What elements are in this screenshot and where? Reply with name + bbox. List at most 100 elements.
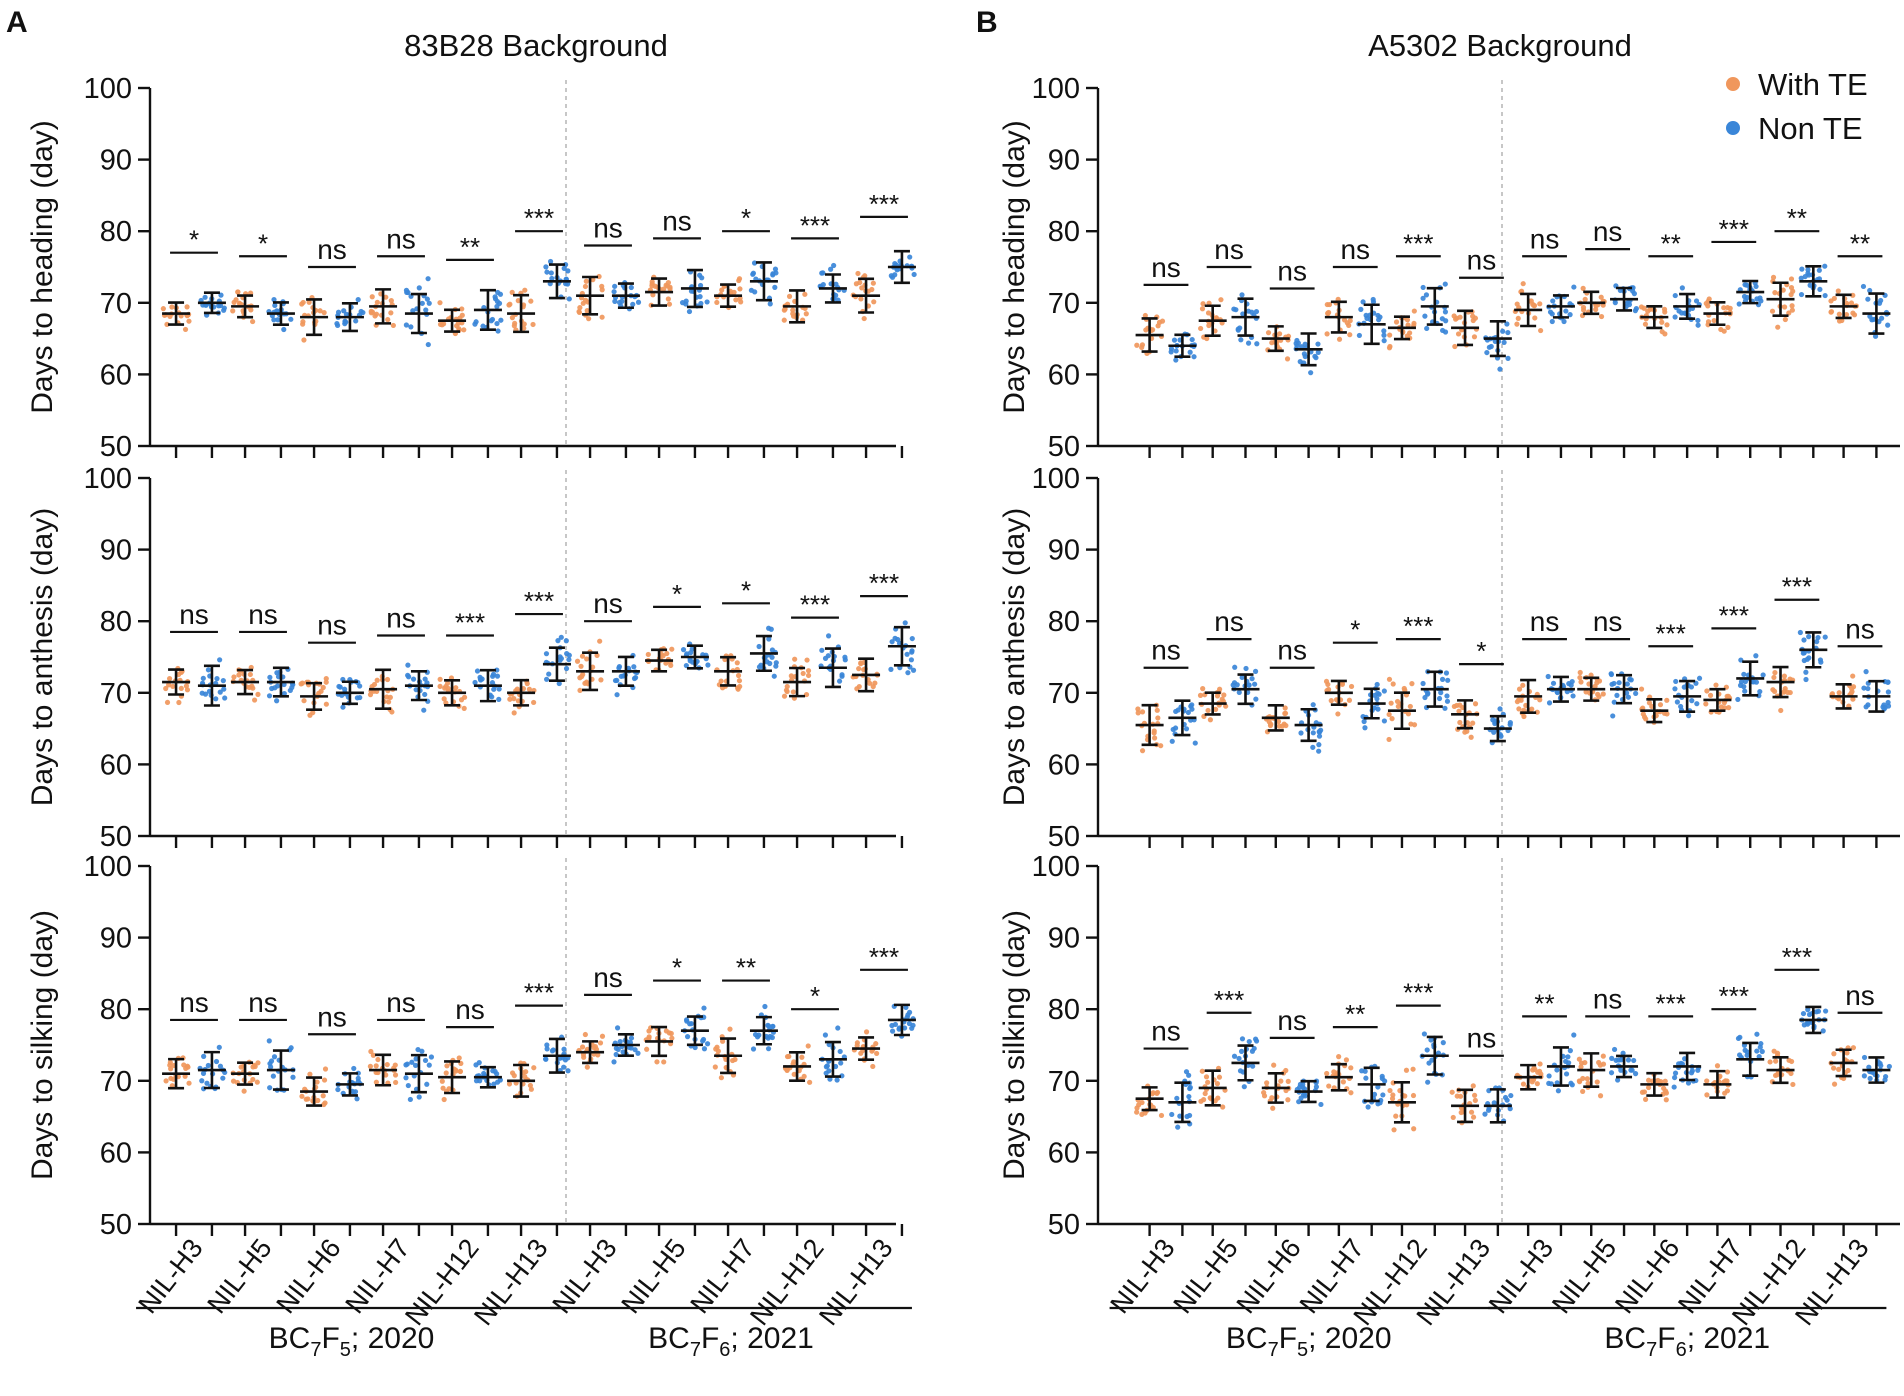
data-point	[480, 323, 486, 329]
data-point	[697, 282, 704, 289]
data-point	[1492, 338, 1498, 344]
data-point	[1336, 336, 1343, 342]
data-point	[507, 696, 513, 702]
data-point	[1374, 681, 1380, 688]
data-point	[488, 318, 494, 324]
series-with-te-group	[1261, 703, 1290, 735]
data-point	[1673, 678, 1679, 685]
data-point	[1662, 1078, 1668, 1084]
data-point	[1205, 707, 1211, 714]
data-point	[1632, 1071, 1639, 1077]
data-point	[558, 634, 564, 640]
data-point	[1759, 1048, 1765, 1055]
data-point	[1582, 1059, 1588, 1066]
data-point	[531, 699, 537, 706]
series-non-te-group	[1608, 671, 1639, 719]
data-point	[1401, 685, 1407, 692]
data-point	[870, 280, 876, 286]
significance-label: ***	[1719, 214, 1749, 244]
data-point	[799, 1054, 805, 1060]
data-point	[1197, 692, 1204, 699]
series-with-te-group	[437, 675, 468, 711]
data-point	[1315, 341, 1321, 347]
data-point	[458, 697, 465, 703]
data-point	[392, 1072, 399, 1078]
data-point	[1298, 730, 1304, 736]
data-point	[405, 662, 411, 668]
data-point	[217, 689, 223, 695]
data-point	[473, 1078, 480, 1084]
data-point	[1155, 323, 1161, 329]
series-non-te-group	[1546, 1032, 1577, 1094]
data-point	[1753, 653, 1759, 659]
data-point	[1253, 1036, 1259, 1042]
data-point	[405, 1082, 411, 1089]
data-point	[1231, 306, 1237, 312]
data-point	[1835, 288, 1841, 294]
data-point	[217, 1063, 224, 1069]
data-point	[1595, 691, 1601, 697]
data-point	[1174, 1095, 1180, 1101]
data-point	[183, 683, 190, 689]
data-point	[1570, 693, 1576, 699]
data-point	[597, 638, 603, 644]
year-group-text: BC	[1604, 1322, 1646, 1355]
data-point	[1882, 1077, 1888, 1083]
data-point	[652, 283, 658, 289]
significance-label: ns	[317, 1001, 347, 1032]
y-tick-label: 90	[1048, 923, 1080, 955]
data-point	[1531, 302, 1537, 308]
data-point	[1741, 671, 1747, 677]
data-point	[1362, 725, 1368, 731]
data-point	[1361, 718, 1367, 725]
data-point	[1758, 1041, 1764, 1047]
series-with-te-group	[162, 665, 191, 706]
data-point	[750, 270, 757, 276]
data-point	[1836, 1066, 1842, 1073]
data-point	[322, 1100, 328, 1106]
data-point	[1688, 1070, 1695, 1076]
data-point	[1568, 682, 1574, 688]
significance-label: *	[189, 225, 199, 255]
data-point	[1789, 303, 1795, 309]
data-point	[1405, 322, 1411, 328]
data-point	[1850, 696, 1856, 702]
series-non-te-group	[817, 262, 847, 304]
data-point	[1576, 1056, 1582, 1062]
data-point	[216, 303, 222, 309]
year-group-subscript: 7	[1646, 1339, 1657, 1361]
data-point	[632, 675, 639, 681]
y-axis-label: Days to heading (day)	[998, 120, 1031, 414]
data-point	[650, 292, 656, 298]
significance-label: ***	[1656, 988, 1686, 1018]
data-point	[1789, 307, 1795, 313]
series-with-te-group	[1577, 285, 1607, 320]
data-point	[528, 1086, 534, 1092]
data-point	[737, 286, 743, 292]
data-point	[1828, 309, 1834, 315]
data-point	[1189, 702, 1195, 708]
data-point	[1817, 657, 1824, 663]
data-point	[543, 264, 549, 270]
data-point	[1626, 301, 1633, 308]
data-point	[613, 1051, 619, 1058]
data-point	[579, 673, 585, 680]
data-point	[727, 1026, 733, 1032]
series-non-te-group	[680, 641, 711, 671]
data-point	[1631, 291, 1637, 297]
data-point	[1391, 1127, 1397, 1133]
data-point	[819, 270, 825, 276]
data-point	[437, 300, 443, 306]
trait-plot-1: 50 60 70 80 90 100 Days to anthesis (day) ns ns n…	[26, 463, 917, 853]
significance-label: ns	[593, 962, 623, 993]
data-point	[1822, 292, 1828, 299]
data-point	[583, 278, 589, 284]
y-tick-label: 90	[100, 535, 132, 567]
data-point	[1537, 697, 1543, 703]
data-point	[416, 1094, 422, 1100]
data-point	[1186, 1093, 1192, 1100]
series-with-te-group	[1449, 1083, 1480, 1126]
data-point	[867, 680, 873, 686]
data-point	[620, 673, 626, 679]
significance-label: *	[672, 953, 682, 983]
